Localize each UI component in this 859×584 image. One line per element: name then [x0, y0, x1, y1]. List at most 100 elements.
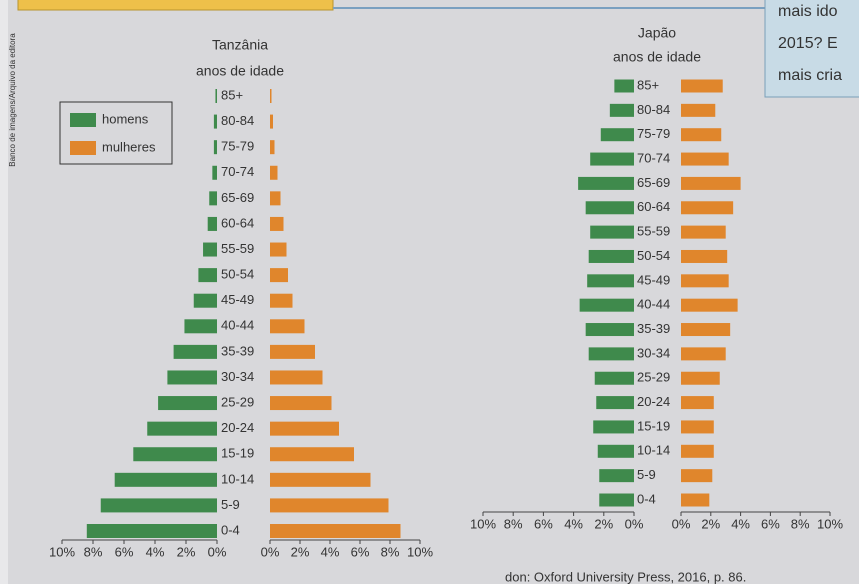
- category-label: 75-79: [637, 126, 670, 141]
- x-tick-label: 8%: [381, 544, 400, 559]
- x-tick-label: 8%: [84, 544, 103, 559]
- bar-women: [270, 473, 371, 487]
- background: [0, 0, 859, 584]
- bar-women: [681, 445, 714, 458]
- chart: mais ido 2015? E mais cria Banco de imag…: [0, 0, 859, 584]
- bar-men: [115, 473, 217, 487]
- x-tick-label: 10%: [470, 516, 496, 531]
- bar-women: [270, 89, 272, 103]
- category-label: 20-24: [637, 394, 670, 409]
- bar-women: [270, 243, 287, 257]
- source: don: Oxford University Press, 2016, p. 8…: [505, 569, 746, 584]
- bar-women: [270, 498, 389, 512]
- category-label: 30-34: [221, 369, 254, 384]
- category-label: 80-84: [637, 102, 670, 117]
- margin: [0, 0, 8, 584]
- bar-men: [167, 370, 217, 384]
- bar-women: [270, 345, 315, 359]
- x-tick-label: 2%: [177, 544, 196, 559]
- x-tick-label: 0%: [625, 516, 644, 531]
- x-tick-label: 0%: [208, 544, 227, 559]
- question-text: 2015? E: [778, 35, 838, 52]
- bar-men: [593, 420, 634, 433]
- category-label: 70-74: [637, 150, 670, 165]
- category-label: 10-14: [221, 471, 254, 486]
- x-tick-label: 2%: [291, 544, 310, 559]
- bar-women: [270, 268, 288, 282]
- bar-men: [208, 217, 217, 231]
- category-label: 30-34: [637, 345, 670, 360]
- bar-women: [681, 299, 738, 312]
- bar-men: [610, 104, 634, 117]
- legend-label: mulheres: [102, 139, 156, 154]
- bar-women: [681, 250, 727, 263]
- bar-men: [599, 469, 634, 482]
- question-text: mais cria: [778, 67, 842, 84]
- top-box: [18, 0, 333, 10]
- bar-men: [158, 396, 217, 410]
- bar-women: [681, 420, 714, 433]
- bar-women: [270, 217, 284, 231]
- chart-title: Tanzânia: [212, 37, 268, 53]
- category-label: 85+: [221, 87, 243, 102]
- chart-subtitle: anos de idade: [613, 49, 701, 65]
- bar-men: [596, 396, 634, 409]
- bar-men: [133, 447, 217, 461]
- bar-men: [203, 243, 217, 257]
- bar-men: [586, 323, 634, 336]
- chart-subtitle: anos de idade: [196, 63, 284, 79]
- category-label: 80-84: [221, 113, 254, 128]
- chart-title: Japão: [638, 25, 676, 41]
- bar-women: [681, 372, 720, 385]
- bar-women: [270, 524, 401, 538]
- category-label: 40-44: [637, 297, 670, 312]
- bar-women: [270, 166, 278, 180]
- question-text: mais ido: [778, 3, 838, 20]
- sidebar-credit: Banco de imagens/Arquivo da editora: [8, 33, 17, 167]
- page: mais ido 2015? E mais cria Banco de imag…: [0, 0, 859, 584]
- category-label: 40-44: [221, 318, 254, 333]
- bar-men: [198, 268, 217, 282]
- bar-women: [270, 422, 339, 436]
- bar-men: [147, 422, 217, 436]
- x-tick-label: 2%: [701, 516, 720, 531]
- bar-women: [270, 370, 323, 384]
- bar-men: [590, 153, 634, 166]
- x-tick-label: 6%: [351, 544, 370, 559]
- bar-women: [270, 319, 305, 333]
- category-label: 25-29: [221, 394, 254, 409]
- x-tick-label: 8%: [791, 516, 810, 531]
- x-tick-label: 2%: [594, 516, 613, 531]
- category-label: 85+: [637, 77, 659, 92]
- category-label: 55-59: [637, 224, 670, 239]
- category-label: 55-59: [221, 241, 254, 256]
- x-tick-label: 10%: [817, 516, 843, 531]
- bar-men: [587, 274, 634, 287]
- x-tick-label: 4%: [564, 516, 583, 531]
- category-label: 60-64: [221, 215, 254, 230]
- x-tick-label: 6%: [534, 516, 553, 531]
- category-label: 0-4: [221, 522, 240, 537]
- bar-women: [681, 128, 721, 141]
- bar-women: [270, 191, 281, 205]
- bar-women: [681, 80, 723, 93]
- bar-men: [101, 498, 217, 512]
- bar-women: [270, 294, 293, 308]
- bar-women: [270, 115, 273, 129]
- category-label: 15-19: [637, 418, 670, 433]
- bar-women: [681, 469, 712, 482]
- x-tick-label: 10%: [407, 544, 433, 559]
- bar-men: [194, 294, 217, 308]
- category-label: 50-54: [637, 248, 670, 263]
- bar-women: [681, 153, 729, 166]
- category-label: 60-64: [637, 199, 670, 214]
- x-tick-label: 10%: [49, 544, 75, 559]
- bar-women: [681, 396, 714, 409]
- bar-men: [589, 250, 634, 263]
- category-label: 65-69: [637, 175, 670, 190]
- bar-women: [681, 274, 729, 287]
- bar-men: [598, 445, 634, 458]
- category-label: 25-29: [637, 370, 670, 385]
- category-label: 5-9: [221, 497, 240, 512]
- category-label: 35-39: [221, 343, 254, 358]
